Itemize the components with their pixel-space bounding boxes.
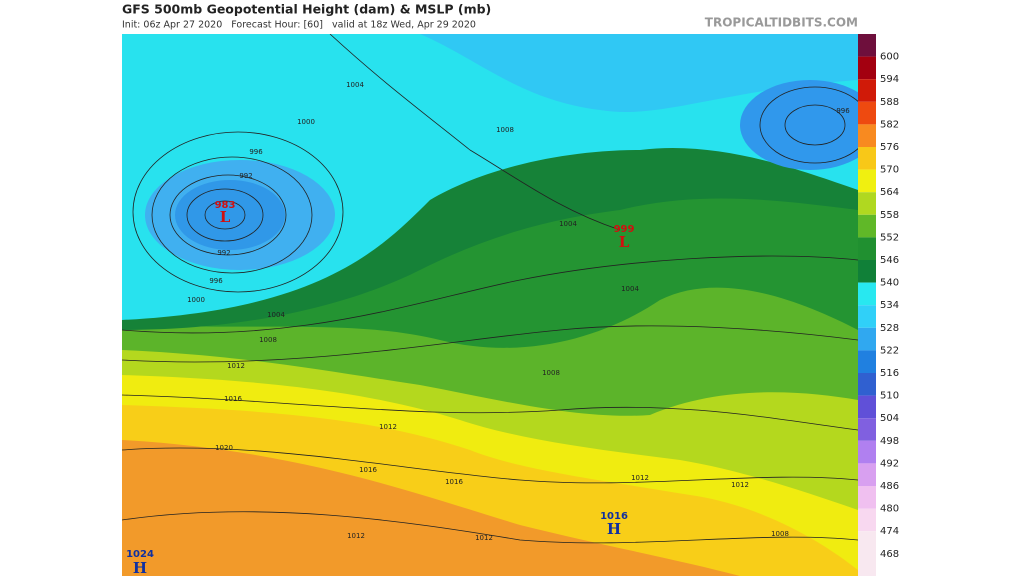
map-label: 1024: [126, 549, 154, 560]
low-area: [175, 180, 285, 250]
colorbar-swatch: [858, 124, 876, 147]
map-label: 999: [614, 224, 635, 235]
map-label: 1016: [359, 466, 377, 474]
map-label: 992: [217, 249, 230, 257]
map-label: 1008: [771, 530, 789, 538]
band: [122, 34, 858, 113]
colorbar-label: 576: [880, 142, 899, 153]
map: [122, 34, 858, 576]
map-label: 1004: [346, 81, 364, 89]
map-label: 1000: [297, 118, 315, 126]
colorbar-swatch: [858, 395, 876, 419]
colorbar-swatch: [858, 34, 876, 57]
colorbar-swatch: [858, 327, 876, 351]
colorbar-swatch: [858, 260, 876, 283]
colorbar-swatch: [858, 79, 876, 102]
colorbar-swatch: [858, 305, 876, 328]
map-label: 1004: [559, 220, 577, 228]
colorbar-swatch: [858, 418, 876, 441]
colorbar-swatch: [858, 237, 876, 260]
colorbar-label: 474: [880, 526, 899, 537]
colorbar-label: 468: [880, 549, 899, 560]
colorbar-label: 528: [880, 323, 899, 334]
colorbar-label: 588: [880, 97, 899, 108]
colorbar-swatch: [858, 214, 876, 238]
colorbar-swatch: [858, 192, 876, 215]
map-labels: 10041000996992983L9929961000100410081012…: [126, 81, 850, 577]
map-label: 1004: [267, 311, 285, 319]
map-label: 996: [249, 148, 263, 156]
map-label: 983: [215, 200, 236, 211]
map-label: 996: [209, 277, 223, 285]
map-label: 1012: [227, 362, 245, 370]
map-label: 1016: [224, 395, 242, 403]
colorbar-label: 480: [880, 504, 899, 515]
map-label: 1008: [259, 336, 277, 344]
colorbar-swatch: [858, 101, 876, 125]
map-label: L: [619, 233, 630, 251]
map-label: 1016: [600, 511, 628, 522]
colorbar-label: 564: [880, 187, 899, 198]
map-label: 1012: [347, 532, 365, 540]
colorbar-label: 522: [880, 345, 899, 356]
colorbar-swatch: [858, 463, 876, 486]
map-label: 1020: [215, 444, 233, 452]
colorbar: 600 594 588 582 576 570 564 558 552 546 540 534 528 5…: [858, 34, 899, 576]
colorbar-label: 546: [880, 255, 899, 266]
colorbar-swatch: [858, 147, 876, 170]
colorbar-swatch: [858, 56, 876, 80]
colorbar-swatch: [858, 282, 876, 306]
colorbar-swatch: [858, 508, 876, 532]
map-label: 1012: [379, 423, 397, 431]
map-label: 1012: [731, 481, 749, 489]
colorbar-label: 510: [880, 391, 899, 402]
colorbar-label: 558: [880, 210, 899, 221]
map-label: L: [220, 208, 231, 226]
colorbar-swatch: [858, 440, 876, 464]
low-area: [740, 80, 858, 170]
colorbar-label: 594: [880, 74, 899, 85]
colorbar-swatch: [858, 486, 876, 509]
colorbar-label: 600: [880, 52, 899, 63]
map-label: 1016: [445, 478, 463, 486]
colorbar-label: 492: [880, 458, 899, 469]
map-label: H: [133, 559, 147, 576]
source: TROPICALTIDBITS.COM: [705, 16, 858, 30]
colorbar-label: 504: [880, 413, 899, 424]
colorbar-swatch: [858, 350, 876, 373]
map-label: 1004: [621, 285, 639, 293]
map-label: 1012: [631, 474, 649, 482]
colorbar-label: 486: [880, 481, 899, 492]
map-label: 1012: [475, 534, 493, 542]
colorbar-label: 570: [880, 165, 899, 176]
subtitle: Init: 06z Apr 27 2020 Forecast Hour: [60…: [122, 20, 476, 31]
map-label: 1008: [496, 126, 514, 134]
colorbar-label: 540: [880, 278, 899, 289]
map-label: 1008: [542, 369, 560, 377]
colorbar-label: 516: [880, 368, 899, 379]
colorbar-label: 534: [880, 300, 899, 311]
map-label: 992: [239, 172, 252, 180]
colorbar-label: 552: [880, 232, 899, 243]
colorbar-swatch: [858, 169, 876, 193]
map-label: H: [607, 520, 621, 538]
title: GFS 500mb Geopotential Height (dam) & MS…: [122, 2, 491, 17]
colorbar-label: 498: [880, 436, 899, 447]
map-label: 996: [836, 107, 850, 115]
colorbar-swatch: [858, 373, 876, 396]
colorbar-swatch: [858, 531, 876, 576]
map-label: 1000: [187, 296, 205, 304]
colorbar-label: 582: [880, 119, 899, 130]
contours: [122, 34, 858, 544]
